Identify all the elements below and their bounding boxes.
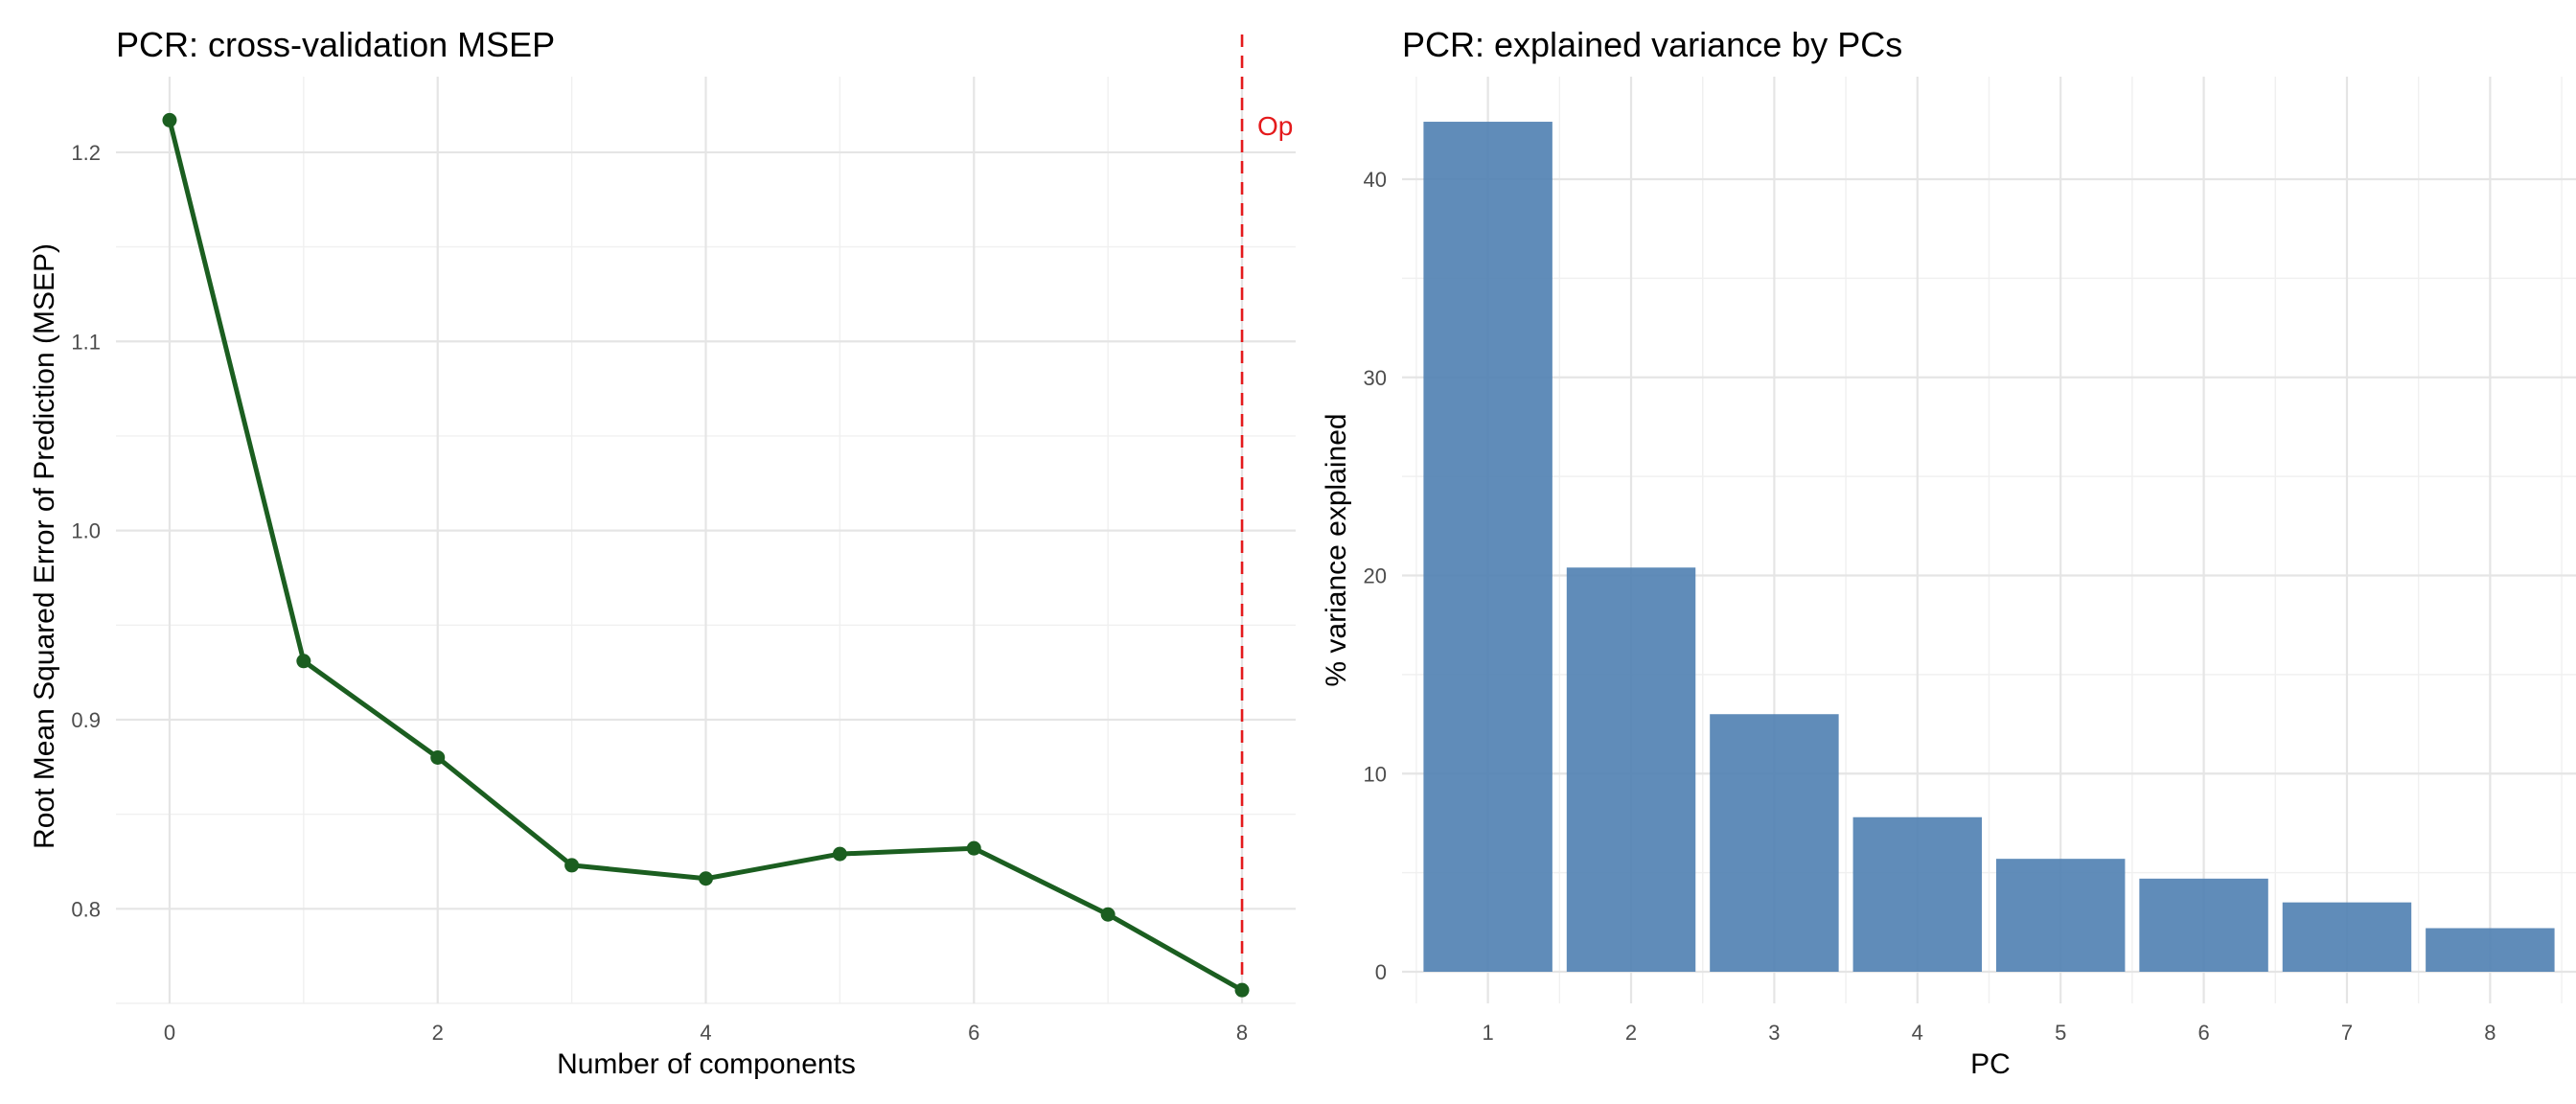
variance-bar (1995, 859, 2126, 972)
variance-bar (1566, 567, 1696, 972)
msep-gridlines (116, 77, 1296, 1004)
y-tick-label: 20 (1364, 564, 1387, 588)
variance-tick-labels: 1 2 3 4 5 6 7 8 0 10 20 30 40 (1364, 168, 2496, 1045)
msep-panel: PCR: cross-validation MSEP Number of com… (29, 25, 1296, 1080)
data-point (1100, 907, 1116, 922)
variance-x-axis-title: PC (1970, 1048, 2011, 1080)
data-point (966, 840, 981, 856)
x-tick-label: 1 (1483, 1021, 1494, 1045)
x-tick-label: 2 (432, 1021, 444, 1045)
variance-bar (1423, 122, 1552, 973)
x-tick-label: 8 (1236, 1021, 1248, 1045)
y-tick-label: 0.9 (71, 708, 101, 732)
x-tick-label: 7 (2341, 1021, 2353, 1045)
x-tick-label: 6 (968, 1021, 979, 1045)
variance-bar (2139, 878, 2268, 972)
y-tick-label: 1.2 (71, 141, 101, 165)
variance-bar (2282, 902, 2412, 972)
variance-panel: PCR: explained variance by PCs PC % vari… (1321, 25, 2576, 1080)
msep-y-axis-title: Root Mean Squared Error of Prediction (M… (29, 243, 60, 849)
data-point (564, 858, 580, 873)
y-tick-label: 0.8 (71, 897, 101, 921)
y-tick-label: 30 (1364, 366, 1387, 390)
x-tick-label: 0 (164, 1021, 175, 1045)
y-tick-label: 40 (1364, 168, 1387, 192)
msep-chart-title: PCR: cross-validation MSEP (116, 25, 555, 64)
data-point (832, 846, 847, 862)
msep-tick-labels: 0.8 0.9 1.0 1.1 1.2 0 2 4 6 8 (71, 141, 1248, 1045)
x-tick-label: 3 (1768, 1021, 1780, 1045)
x-tick-label: 2 (1625, 1021, 1637, 1045)
variance-bar (1710, 714, 1839, 972)
data-point (699, 871, 713, 886)
x-tick-label: 8 (2484, 1021, 2496, 1045)
y-tick-label: 10 (1364, 762, 1387, 786)
variance-bar (2426, 928, 2555, 972)
reference-line-label: Op (1257, 111, 1293, 141)
variance-chart-title: PCR: explained variance by PCs (1402, 25, 1902, 64)
x-tick-label: 4 (700, 1021, 711, 1045)
data-point (296, 654, 311, 669)
msep-x-axis-title: Number of components (557, 1048, 856, 1080)
variance-bars (1423, 122, 2555, 973)
y-tick-label: 1.1 (71, 330, 101, 354)
variance-y-axis-title: % variance explained (1321, 413, 1352, 686)
data-point (162, 112, 177, 127)
msep-points (162, 112, 1250, 998)
data-point (1234, 982, 1250, 998)
variance-bar (1852, 816, 1983, 972)
data-point (430, 749, 446, 765)
y-tick-label: 0 (1375, 960, 1387, 984)
x-tick-label: 6 (2197, 1021, 2209, 1045)
msep-reference-line: Op (1240, 34, 1293, 1003)
x-tick-label: 5 (2055, 1021, 2066, 1045)
y-tick-label: 1.0 (71, 519, 101, 543)
x-tick-label: 4 (1912, 1021, 1923, 1045)
